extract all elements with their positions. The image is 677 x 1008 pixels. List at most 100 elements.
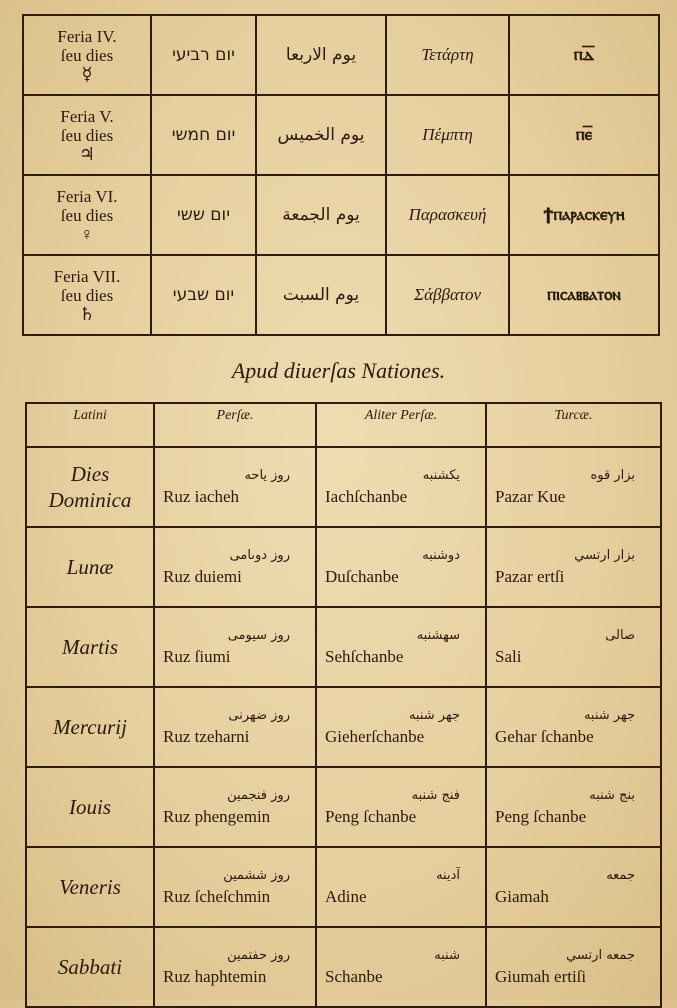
- table-row: Feria VII. ſeu dies ♄ יום שבעי يوم السبت Σάββ…: [22, 254, 660, 336]
- turcae-script: جمعه ارتسي: [566, 947, 635, 963]
- planet-symbol-icon: ☿: [81, 63, 93, 84]
- seu-dies-label: ſeu dies: [60, 285, 114, 305]
- aliter-translit: Iachſchanbe: [325, 486, 408, 506]
- turcae-translit: Gehar ſchanbe: [495, 726, 594, 746]
- latin-cell: Feria IV. ſeu dies ☿: [22, 14, 152, 96]
- aliter-persae-cell: دوشنبه Duſchanbe: [315, 526, 487, 608]
- weekday-table-nations: Latini Perſæ. Aliter Perſæ. Turcæ. Dies …: [25, 402, 662, 1008]
- aliter-script: سهشنبه: [416, 627, 460, 643]
- coptic-cell: ⲡⲓⲥⲁⲃⲃⲁⲧⲟⲛ: [508, 254, 660, 336]
- latin-day: Dies Dominica: [25, 446, 155, 528]
- planet-symbol-icon: ♄: [78, 303, 96, 324]
- latin-day: Lunæ: [25, 526, 155, 608]
- section-title: Apud diuerſas Nationes.: [231, 358, 446, 383]
- aliter-translit: Adine: [325, 886, 367, 906]
- latin-day: Iouis: [25, 766, 155, 848]
- header-latini: Latini: [25, 402, 155, 448]
- persae-script: روز ششمين: [223, 867, 290, 883]
- arabic-cell: يوم الخميس: [255, 94, 387, 176]
- turcae-translit: Giumah ertiſi: [495, 966, 587, 986]
- aliter-persae-cell: فنج شنبه Peng ſchanbe: [315, 766, 487, 848]
- coptic-cell: ϯⲡⲁⲣⲁⲥⲕⲉⲩⲏ: [508, 174, 660, 256]
- turcae-translit: Giamah: [495, 886, 549, 906]
- table-row: Mercurij روز ضهرنى Ruz tzeharni جهر شنبه Gie…: [25, 686, 662, 768]
- greek-cell: Πέμπτη: [385, 94, 510, 176]
- turcae-translit: Sali: [495, 646, 522, 666]
- aliter-persae-cell: جهر شنبه Gieherſchanbe: [315, 686, 487, 768]
- persae-script: روز ياحه: [244, 467, 290, 483]
- feria-label: Feria VII.: [53, 266, 121, 286]
- turcae-translit: Peng ſchanbe: [495, 806, 587, 826]
- greek-cell: Σάββατον: [385, 254, 510, 336]
- greek-cell: Τετάρτη: [385, 14, 510, 96]
- persae-cell: روز حفتمين Ruz haphtemin: [153, 926, 317, 1008]
- table-row: Feria V. ſeu dies ♃ יום חמשי يوم الخميس Πέμπτ…: [22, 94, 660, 176]
- persae-translit: Ruz phengemin: [163, 806, 271, 826]
- turcae-script: صالى: [605, 627, 635, 643]
- hebrew-cell: יום רביעי: [150, 14, 257, 96]
- persae-script: روز ضهرنى: [228, 707, 290, 723]
- persae-cell: روز ششمين Ruz ſcheſchmin: [153, 846, 317, 928]
- aliter-persae-cell: يكشنبه Iachſchanbe: [315, 446, 487, 528]
- aliter-persae-cell: آدينه Adine: [315, 846, 487, 928]
- aliter-persae-cell: سهشنبه Sehſchanbe: [315, 606, 487, 688]
- persae-translit: Ruz tzeharni: [163, 726, 250, 746]
- aliter-script: آدينه: [436, 867, 460, 883]
- table-row: Iouis روز فنجمين Ruz phengemin فنج شنبه Peng…: [25, 766, 662, 848]
- turcae-translit: Pazar Kue: [495, 486, 566, 506]
- header-aliter-persae: Aliter Perſæ.: [315, 402, 487, 448]
- hebrew-cell: יום שבעי: [150, 254, 257, 336]
- table-row: Feria VI. ſeu dies ♀ יום ששי يوم الجمعة Παρασ…: [22, 174, 660, 256]
- seu-dies-label: ſeu dies: [60, 205, 114, 225]
- aliter-script: شنبه: [434, 947, 460, 963]
- aliter-script: دوشنبه: [422, 547, 460, 563]
- turcae-script: جمعه: [606, 867, 635, 883]
- greek-cell: Παρασκευή: [385, 174, 510, 256]
- latin-cell: Feria VII. ſeu dies ♄: [22, 254, 152, 336]
- planet-symbol-icon: ♀: [80, 223, 94, 244]
- arabic-cell: يوم الاربعا: [255, 14, 387, 96]
- arabic-cell: يوم السبت: [255, 254, 387, 336]
- arabic-cell: يوم الجمعة: [255, 174, 387, 256]
- feria-label: Feria IV.: [57, 26, 117, 46]
- coptic-cell: ⲡⲉ̅: [508, 94, 660, 176]
- aliter-translit: Schanbe: [325, 966, 383, 986]
- aliter-translit: Duſchanbe: [325, 566, 399, 586]
- table-row: Feria IV. ſeu dies ☿ יום רביעי يوم الاربعا Τε…: [22, 14, 660, 96]
- turcae-cell: بزار قوه Pazar Kue: [485, 446, 662, 528]
- latin-cell: Feria V. ſeu dies ♃: [22, 94, 152, 176]
- persae-translit: Ruz haphtemin: [163, 966, 267, 986]
- table-row: Lunæ روز دوىامى Ruz duiemi دوشنبه Duſchanbe ب…: [25, 526, 662, 608]
- persae-cell: روز فنجمين Ruz phengemin: [153, 766, 317, 848]
- table-row: Dies Dominica روز ياحه Ruz iacheh يكشنبه Iac…: [25, 446, 662, 528]
- aliter-translit: Peng ſchanbe: [325, 806, 417, 826]
- aliter-translit: Gieherſchanbe: [325, 726, 425, 746]
- turcae-cell: جمعه Giamah: [485, 846, 662, 928]
- persae-translit: Ruz iacheh: [163, 486, 239, 506]
- aliter-script: يكشنبه: [422, 467, 460, 483]
- turcae-script: بزار ارتسي: [574, 547, 635, 563]
- aliter-script: جهر شنبه: [408, 707, 460, 723]
- turcae-script: بزار قوه: [590, 467, 635, 483]
- latin-day: Sabbati: [25, 926, 155, 1008]
- persae-script: روز فنجمين: [227, 787, 290, 803]
- persae-script: روز حفتمين: [227, 947, 290, 963]
- aliter-translit: Sehſchanbe: [325, 646, 404, 666]
- table-row: Sabbati روز حفتمين Ruz haphtemin شنبه Schanb…: [25, 926, 662, 1008]
- table-row: Veneris روز ششمين Ruz ſcheſchmin آدينه Adine…: [25, 846, 662, 928]
- persae-translit: Ruz duiemi: [163, 566, 242, 586]
- turcae-translit: Pazar ertſi: [495, 566, 565, 586]
- table-row: Martis روز سيومى Ruz ſiumi سهشنبه Sehſchanbe…: [25, 606, 662, 688]
- hebrew-cell: יום חמשי: [150, 94, 257, 176]
- persae-translit: Ruz ſcheſchmin: [163, 886, 271, 906]
- seu-dies-label: ſeu dies: [60, 45, 114, 65]
- coptic-cell: ⲡⲇ̅: [508, 14, 660, 96]
- persae-cell: روز ضهرنى Ruz tzeharni: [153, 686, 317, 768]
- turcae-cell: بنج شنبه Peng ſchanbe: [485, 766, 662, 848]
- hebrew-cell: יום ששי: [150, 174, 257, 256]
- planet-symbol-icon: ♃: [78, 143, 96, 164]
- weekday-table-top: Feria IV. ſeu dies ☿ יום רביעי يوم الاربعا Τε…: [22, 14, 660, 336]
- latin-day: Veneris: [25, 846, 155, 928]
- turcae-cell: صالى Sali: [485, 606, 662, 688]
- turcae-script: بنج شنبه: [589, 787, 635, 803]
